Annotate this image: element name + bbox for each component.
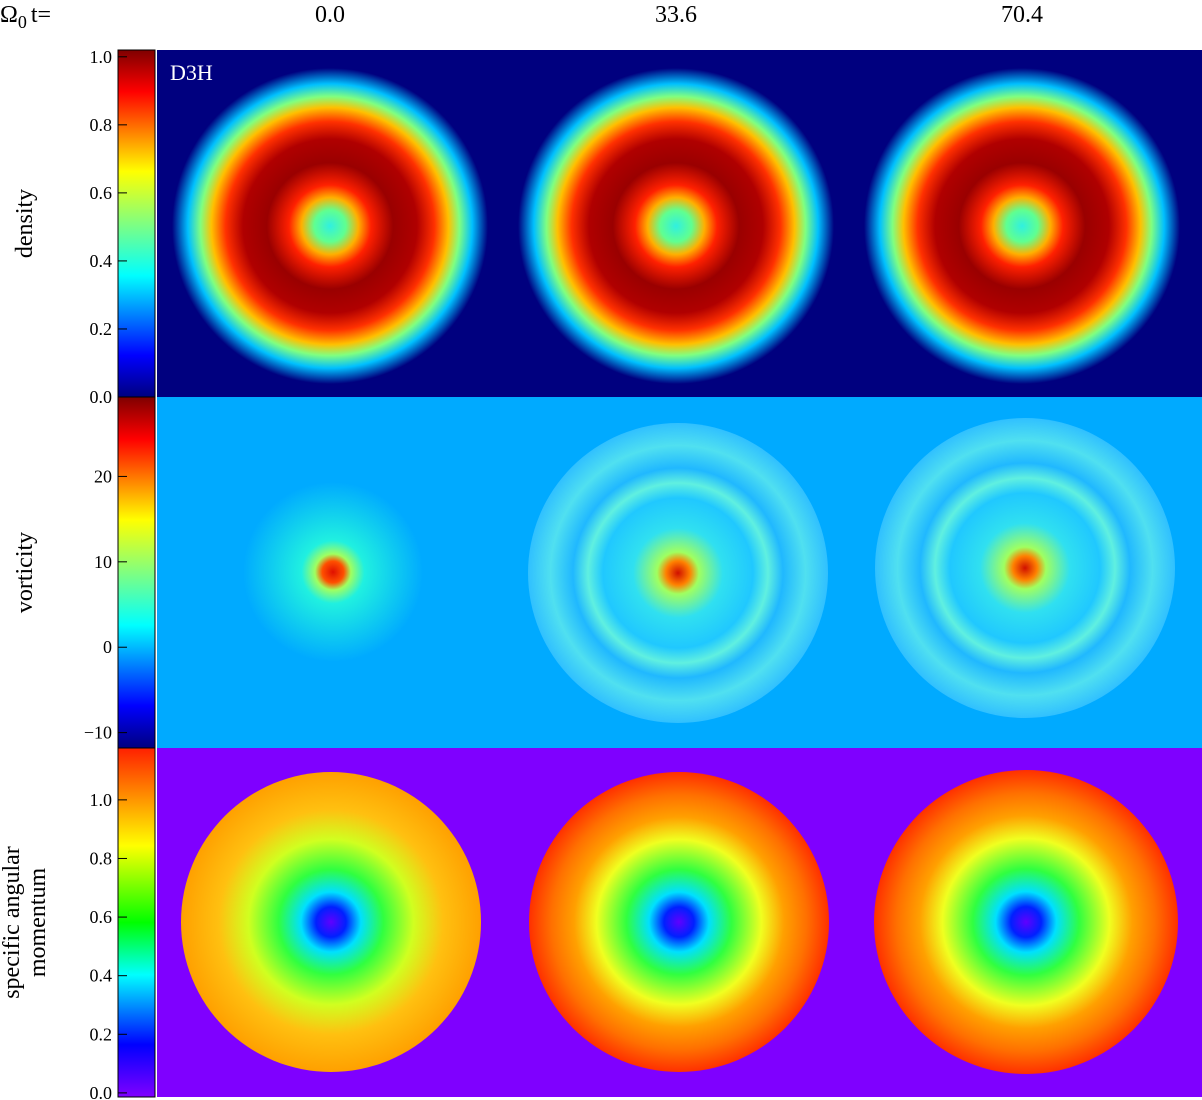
colorbar (117, 396, 156, 749)
density-disk (864, 68, 1180, 384)
tick-label: 0.8 (90, 848, 113, 868)
momentum-disk (181, 772, 481, 1072)
tick-label: 0.2 (90, 1024, 113, 1044)
density-disk (172, 68, 488, 384)
suffix: t= (31, 2, 51, 28)
tick-label: 0.0 (90, 1083, 113, 1100)
tick-label: 0 (103, 637, 112, 657)
tick-label: 0.4 (90, 251, 113, 271)
vorticity-disk (528, 423, 828, 723)
tick-label: 10 (94, 552, 112, 572)
momentum-disk (874, 770, 1178, 1074)
colorbar (117, 49, 156, 398)
tick-label: 0.8 (90, 115, 113, 135)
momentum-disk (529, 772, 829, 1072)
time-label: 0.0 (315, 2, 345, 28)
tick-label: 20 (94, 466, 112, 486)
tick-label: 0.0 (90, 387, 113, 407)
tick-label: 1.0 (90, 790, 113, 810)
vorticity-disk (243, 482, 423, 662)
row-label: specific angular (0, 846, 25, 999)
tick-label: 0.4 (90, 966, 113, 986)
density-disk (518, 68, 834, 384)
tick-label: 0.6 (90, 183, 113, 203)
tick-label: 1.0 (90, 47, 113, 67)
subscript: 0 (18, 12, 27, 32)
tick-label: 0.6 (90, 907, 113, 927)
header-label: Ω0 t= (0, 2, 51, 32)
tick-label: −10 (84, 723, 112, 743)
panels: D3H (157, 50, 1202, 1097)
row-label: density (12, 189, 38, 258)
symbol: Ω (0, 2, 18, 28)
time-label: 33.6 (655, 2, 697, 28)
row-label: vorticity (12, 532, 38, 613)
time-label: 70.4 (1001, 2, 1043, 28)
vorticity-disk (875, 418, 1175, 718)
colorbar (117, 747, 156, 1098)
tick-label: 0.2 (90, 319, 113, 339)
row-label: momentum (25, 868, 51, 978)
annotation: D3H (170, 60, 213, 85)
